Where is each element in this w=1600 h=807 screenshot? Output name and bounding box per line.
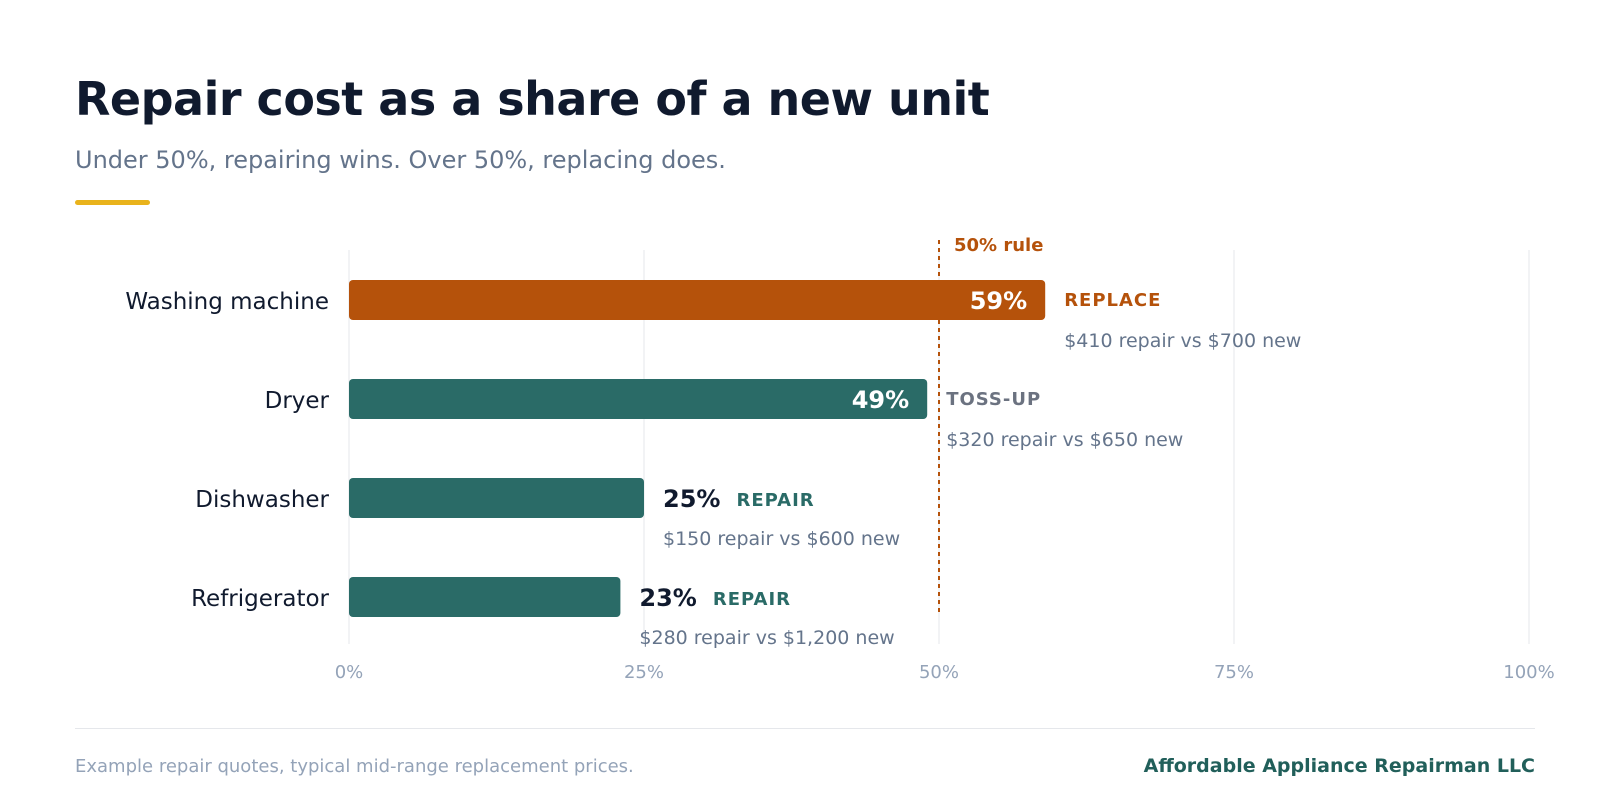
value-label: 25% <box>663 485 720 513</box>
x-tick-label: 100% <box>1503 662 1554 683</box>
category-label: Washing machine <box>125 289 329 315</box>
accent-underline <box>75 200 150 205</box>
x-tick-label: 0% <box>335 662 364 683</box>
value-label: 49% <box>852 386 909 414</box>
verdict-label: TOSS-UP <box>946 389 1041 410</box>
footer-note: Example repair quotes, typical mid-range… <box>75 756 634 777</box>
detail-label: $320 repair vs $650 new <box>946 429 1183 451</box>
bar <box>349 577 621 617</box>
verdict-label: REPLACE <box>1064 290 1161 311</box>
bar <box>349 478 644 518</box>
detail-label: $410 repair vs $700 new <box>1064 330 1301 352</box>
category-label: Refrigerator <box>191 586 329 612</box>
x-tick-label: 25% <box>624 662 664 683</box>
verdict-label: REPAIR <box>713 589 791 610</box>
chart-subtitle: Under 50%, repairing wins. Over 50%, rep… <box>75 146 726 174</box>
footer-divider <box>75 728 1535 729</box>
bar <box>349 379 928 419</box>
value-label: 59% <box>970 287 1027 315</box>
category-label: Dishwasher <box>195 487 329 513</box>
value-label: 23% <box>639 584 696 612</box>
bar-chart: 0% 25% 50% 75% 100% Washing machine 59% REPLACE… <box>125 235 1554 683</box>
verdict-label: REPAIR <box>736 490 814 511</box>
bar <box>349 280 1046 320</box>
chart-title: Repair cost as a share of a new unit <box>75 72 990 126</box>
x-tick-label: 50% <box>919 662 959 683</box>
reference-line-label: 50% rule <box>954 235 1043 256</box>
detail-label: $150 repair vs $600 new <box>663 528 900 550</box>
x-tick-label: 75% <box>1214 662 1254 683</box>
category-label: Dryer <box>265 388 330 414</box>
detail-label: $280 repair vs $1,200 new <box>639 627 894 649</box>
footer-brand: Affordable Appliance Repairman LLC <box>1143 755 1535 777</box>
